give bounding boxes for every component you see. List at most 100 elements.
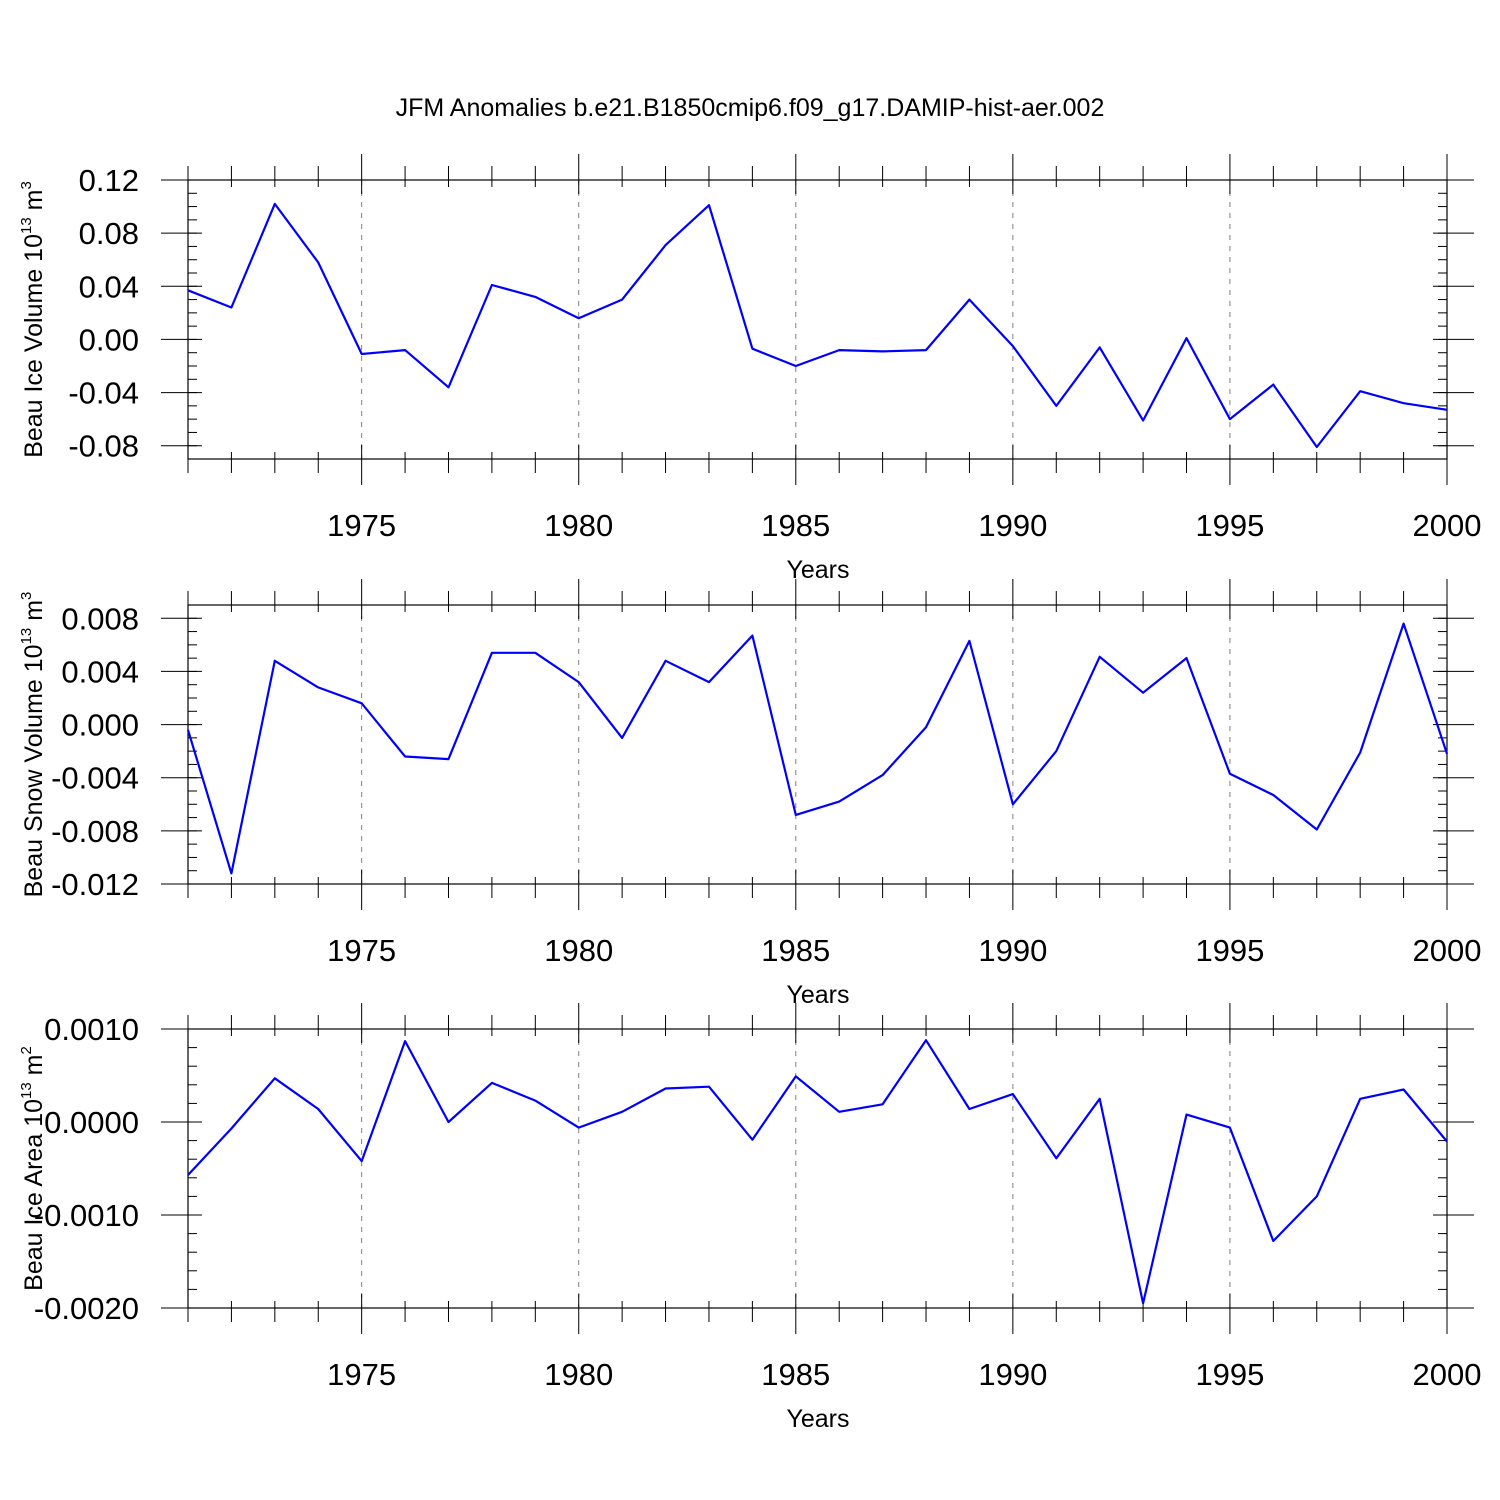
data-point (708, 204, 710, 206)
series-line (187, 1039, 1448, 1305)
data-point (1142, 692, 1144, 694)
y-tick-label: 0.000 (61, 708, 139, 743)
x-tick-label: 1985 (761, 1357, 830, 1392)
x-axis-title: Years (786, 1405, 849, 1433)
data-point (1012, 345, 1014, 347)
data-point (1446, 1141, 1448, 1143)
x-tick-label: 1985 (761, 933, 830, 968)
y-tick-label: -0.008 (51, 814, 139, 849)
data-point (1272, 1240, 1274, 1242)
data-point (665, 244, 667, 246)
x-tick-label: 1975 (327, 1357, 396, 1392)
x-axis-title: Years (786, 981, 849, 1009)
data-point (1099, 656, 1101, 658)
data-point (1012, 1093, 1014, 1095)
data-point (1142, 419, 1144, 421)
data-point (187, 1174, 189, 1176)
data-point (491, 1082, 493, 1084)
data-point (317, 1108, 319, 1110)
y-tick-label: 0.0010 (44, 1012, 139, 1047)
data-point (665, 1088, 667, 1090)
y-tick-label: 0.00 (79, 322, 139, 357)
data-point (230, 307, 232, 309)
y-tick-label: 0.008 (61, 601, 139, 636)
data-point (1359, 751, 1361, 753)
data-point (274, 660, 276, 662)
data-point (968, 640, 970, 642)
data-point (1272, 384, 1274, 386)
data-point (1316, 829, 1318, 831)
data-point (534, 652, 536, 654)
data-point (447, 758, 449, 760)
data-point (534, 296, 536, 298)
data-point (361, 353, 363, 355)
data-point (187, 729, 189, 731)
y-tick-label: 0.04 (79, 269, 139, 304)
data-point (1403, 623, 1405, 625)
y-axis-title: Beau Ice Area 1013 m2 (18, 1046, 48, 1291)
data-point (1446, 409, 1448, 411)
data-point (751, 1139, 753, 1141)
data-point (925, 349, 927, 351)
data-point (447, 1121, 449, 1123)
data-point (1186, 657, 1188, 659)
data-point (882, 774, 884, 776)
data-point (1316, 1195, 1318, 1197)
x-tick-label: 1980 (544, 933, 613, 968)
y-tick-label: 0.12 (79, 163, 139, 198)
data-point (1142, 1302, 1144, 1304)
data-point (968, 1108, 970, 1110)
chart-title: JFM Anomalies b.e21.B1850cmip6.f09_g17.D… (396, 94, 1105, 122)
y-tick-label: -0.0020 (34, 1291, 139, 1326)
x-tick-label: 1995 (1195, 933, 1264, 968)
data-point (1359, 390, 1361, 392)
data-point (838, 349, 840, 351)
data-point (621, 737, 623, 739)
data-point (187, 289, 189, 291)
panel-2: -0.012 -0.008 -0.004 0.000 0.004 0.008 1975 198… (18, 579, 1481, 1009)
x-tick-label: 1985 (761, 508, 830, 543)
x-tick-label: 1975 (327, 508, 396, 543)
data-point (1099, 346, 1101, 348)
series-line (186, 622, 1449, 875)
data-point (1359, 1098, 1361, 1100)
data-point (578, 317, 580, 319)
data-point (838, 1111, 840, 1113)
data-point (1229, 773, 1231, 775)
data-point (404, 349, 406, 351)
data-point (578, 681, 580, 683)
data-point (1099, 1098, 1101, 1100)
plot-frame (187, 604, 1448, 885)
data-point (1403, 402, 1405, 404)
y-tick-label: -0.012 (51, 867, 139, 902)
data-point (925, 1039, 927, 1041)
y-tick-label: -0.08 (68, 429, 139, 464)
data-point (274, 1077, 276, 1079)
data-point (795, 1075, 797, 1077)
data-point (708, 681, 710, 683)
data-point (795, 365, 797, 367)
y-tick-label: 0.08 (79, 216, 139, 251)
plot-frame (187, 179, 1448, 460)
data-point (361, 1160, 363, 1162)
data-point (317, 686, 319, 688)
x-tick-label: 1975 (327, 933, 396, 968)
data-point (1055, 750, 1057, 752)
x-tick-label: 1980 (544, 508, 613, 543)
data-point (491, 284, 493, 286)
x-axis-title: Years (786, 556, 849, 584)
data-point (317, 261, 319, 263)
data-point (404, 1040, 406, 1042)
y-tick-label: -0.04 (68, 376, 139, 411)
series-line (187, 202, 1448, 449)
data-point (404, 755, 406, 757)
data-point (1316, 446, 1318, 448)
x-tick-label: 1995 (1195, 1357, 1264, 1392)
data-point (882, 1103, 884, 1105)
x-tick-label: 2000 (1413, 1357, 1482, 1392)
data-point (1446, 753, 1448, 755)
data-point (491, 652, 493, 654)
y-axis-title: Beau Snow Volume 1013 m3 (18, 592, 48, 898)
y-tick-label: -0.004 (51, 761, 139, 796)
